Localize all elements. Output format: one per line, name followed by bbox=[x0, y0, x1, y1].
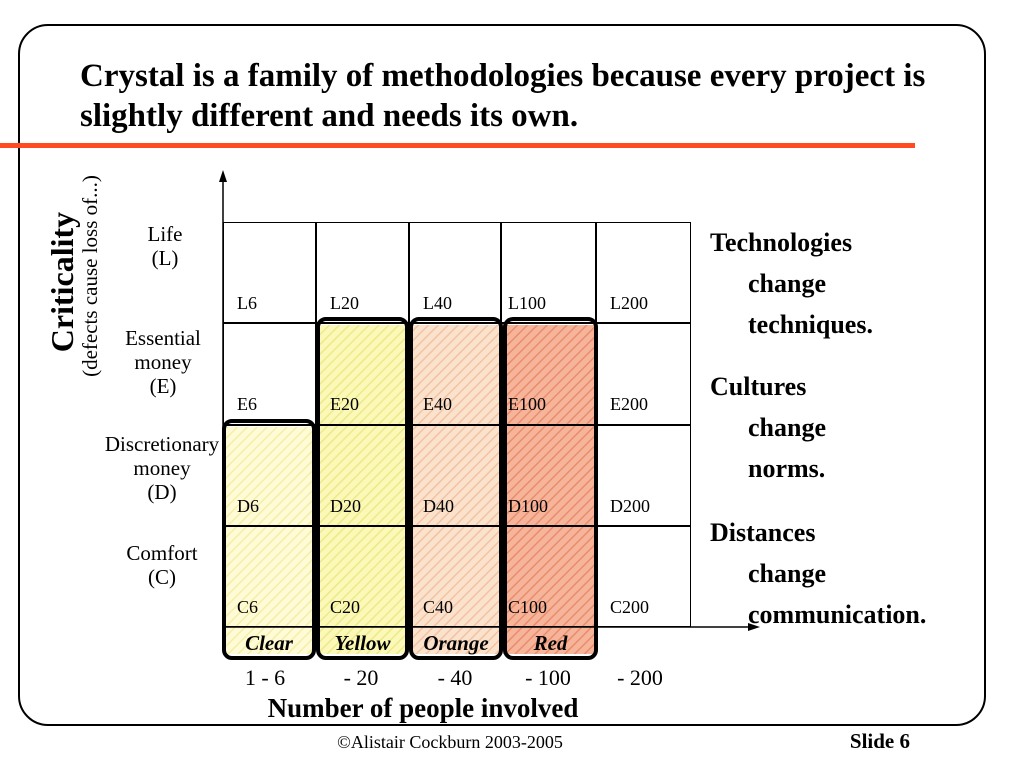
row-label-line: money bbox=[133, 456, 191, 480]
y-axis-arrow bbox=[219, 170, 227, 182]
grid-cell-label: C6 bbox=[237, 597, 259, 617]
row-label-line: Discretionary bbox=[104, 432, 220, 456]
band-label-orange: Orange bbox=[423, 631, 489, 655]
grid-cell-label: D100 bbox=[508, 496, 548, 516]
row-label-line: (E) bbox=[149, 374, 177, 398]
grid-cell-label: L6 bbox=[237, 293, 257, 313]
grid-cell-label: D200 bbox=[610, 496, 650, 516]
side-note: Technologies change techniques. bbox=[710, 222, 873, 345]
row-label-line: Life bbox=[147, 222, 183, 246]
band-fill-clear bbox=[225, 427, 314, 654]
grid-cell-label: L20 bbox=[330, 293, 359, 313]
grid-cell-label: L100 bbox=[508, 293, 546, 313]
row-label-line: Essential bbox=[125, 326, 201, 350]
side-note-head: Technologies bbox=[710, 228, 853, 257]
x-tick-label: 1 - 6 bbox=[244, 665, 286, 690]
grid-cell-label: C100 bbox=[508, 597, 548, 617]
band-label-clear: Clear bbox=[245, 631, 293, 655]
row-label-line: Comfort bbox=[126, 541, 198, 565]
slide-frame bbox=[18, 24, 986, 726]
title-underline bbox=[0, 143, 915, 148]
band-yellow bbox=[316, 317, 409, 660]
side-note-line: communication. bbox=[748, 600, 927, 629]
row-label-l: Life (L) bbox=[75, 222, 255, 270]
grid-cell-label: C20 bbox=[330, 597, 361, 617]
side-note-line: change bbox=[748, 269, 826, 298]
side-note: Cultures change norms. bbox=[710, 366, 826, 489]
band-label-yellow: Yellow bbox=[334, 631, 391, 655]
grid-cell-label: C40 bbox=[423, 597, 454, 617]
grid-cell bbox=[316, 222, 409, 323]
grid-cell-label: C200 bbox=[610, 597, 650, 617]
x-axis-title: Number of people involved bbox=[267, 693, 579, 723]
grid-cell-label: E40 bbox=[423, 394, 452, 414]
footer-copyright: ©Alistair Cockburn 2003-2005 bbox=[337, 732, 563, 752]
grid-cell-label: E20 bbox=[330, 394, 359, 414]
grid-cell-label: D20 bbox=[330, 496, 361, 516]
row-label-d: Discretionary money (D) bbox=[72, 432, 252, 504]
grid-cell-label: E200 bbox=[610, 394, 648, 414]
x-tick-label: - 40 bbox=[437, 665, 473, 690]
grid-cell-label: E6 bbox=[237, 394, 257, 414]
grid-cell-label: D6 bbox=[237, 496, 259, 516]
band-fill-red bbox=[503, 325, 594, 654]
band-red bbox=[503, 317, 598, 660]
x-axis-arrow bbox=[748, 623, 760, 631]
band-fill-orange bbox=[411, 325, 499, 654]
row-label-c: Comfort (C) bbox=[72, 541, 252, 589]
x-tick-label: - 20 bbox=[343, 665, 379, 690]
slide-number: Slide 6 bbox=[849, 729, 910, 753]
grid-cell-label: E100 bbox=[508, 394, 546, 414]
band-clear bbox=[222, 419, 316, 660]
grid-cell-label: D40 bbox=[423, 496, 454, 516]
grid-cell bbox=[223, 222, 316, 323]
band-fill-yellow bbox=[318, 325, 407, 654]
grid-cell bbox=[501, 222, 596, 323]
band-label-red: Red bbox=[533, 631, 568, 655]
side-note-line: techniques. bbox=[748, 310, 873, 339]
band-orange bbox=[409, 317, 503, 660]
side-note-line: norms. bbox=[748, 454, 826, 483]
grid-cell-label: L200 bbox=[610, 293, 648, 313]
side-note: Distances change communication. bbox=[710, 512, 926, 635]
side-note-head: Cultures bbox=[710, 372, 807, 401]
x-tick-label: - 100 bbox=[525, 665, 571, 690]
grid-cell-label: L40 bbox=[423, 293, 452, 313]
x-tick-label: - 200 bbox=[617, 665, 663, 690]
grid-cell bbox=[409, 222, 501, 323]
row-label-line: (D) bbox=[147, 480, 177, 504]
side-note-line: change bbox=[748, 413, 826, 442]
side-note-head: Distances bbox=[710, 518, 816, 547]
side-note-line: change bbox=[748, 559, 826, 588]
row-label-line: (L) bbox=[151, 246, 179, 270]
row-label-e: Essential money (E) bbox=[73, 326, 253, 398]
slide-title: Crystal is a family of methodologies bec… bbox=[80, 58, 926, 134]
row-label-line: (C) bbox=[148, 565, 176, 589]
row-label-line: money bbox=[134, 350, 192, 374]
grid-cell bbox=[223, 323, 316, 425]
grid-cell bbox=[596, 222, 691, 323]
